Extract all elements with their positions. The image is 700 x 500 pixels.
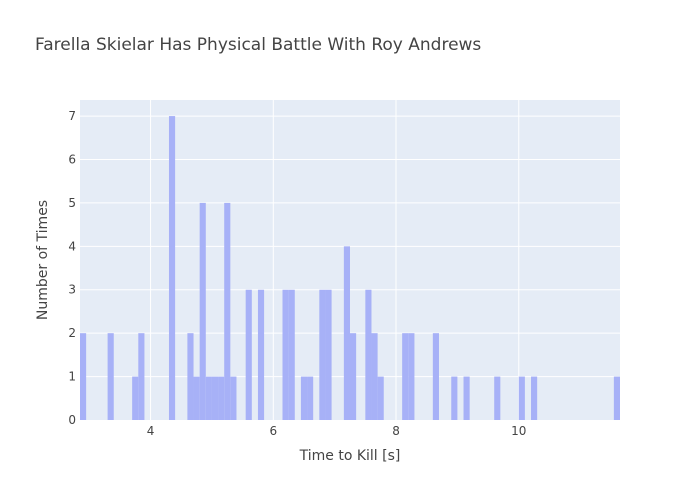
histogram-bar bbox=[371, 333, 378, 420]
histogram-bar bbox=[257, 289, 265, 420]
x-tick-labels: 4 6 8 10 bbox=[147, 424, 527, 438]
histogram-bar bbox=[138, 333, 145, 420]
y-tick-label: 5 bbox=[68, 196, 76, 210]
y-tick-label: 2 bbox=[68, 326, 76, 340]
x-tick-label: 6 bbox=[269, 424, 277, 438]
histogram-bar bbox=[187, 333, 194, 420]
histogram-bar bbox=[307, 376, 314, 420]
histogram-bar bbox=[408, 333, 415, 420]
histogram-bar bbox=[199, 202, 206, 420]
histogram-bar bbox=[613, 376, 620, 420]
x-axis-title: Time to Kill [s] bbox=[299, 448, 401, 464]
histogram-bar bbox=[494, 376, 501, 420]
histogram-bar bbox=[451, 376, 458, 420]
histogram-bar bbox=[300, 376, 308, 420]
histogram-bar bbox=[402, 333, 409, 420]
histogram-bar bbox=[245, 289, 252, 420]
histogram-bar bbox=[365, 289, 372, 420]
y-tick-labels: 0 1 2 3 4 5 6 7 bbox=[68, 109, 76, 427]
histogram-bar bbox=[168, 116, 176, 421]
chart-title: Farella Skielar Has Physical Battle With… bbox=[35, 35, 481, 55]
histogram-bar bbox=[205, 376, 212, 420]
y-tick-label: 7 bbox=[68, 109, 76, 123]
histogram-bar bbox=[531, 376, 538, 420]
histogram-bar bbox=[518, 376, 525, 420]
histogram-bar bbox=[80, 333, 87, 420]
histogram-bar bbox=[107, 333, 114, 420]
histogram-bar bbox=[230, 376, 237, 420]
y-axis-title: Number of Times bbox=[35, 200, 51, 320]
y-tick-label: 1 bbox=[68, 370, 76, 384]
histogram-bar bbox=[350, 333, 357, 420]
y-tick-label: 4 bbox=[68, 239, 76, 253]
x-tick-label: 8 bbox=[392, 424, 400, 438]
histogram-bar bbox=[432, 333, 439, 420]
histogram-bar bbox=[218, 376, 225, 420]
histogram-bar bbox=[343, 246, 350, 420]
y-tick-label: 6 bbox=[68, 152, 76, 166]
histogram-bar bbox=[193, 376, 200, 420]
x-tick-label: 4 bbox=[147, 424, 155, 438]
y-tick-label: 3 bbox=[68, 283, 76, 297]
y-tick-label: 0 bbox=[68, 413, 76, 427]
bars bbox=[80, 116, 620, 421]
x-tick-label: 10 bbox=[511, 424, 526, 438]
histogram-bar bbox=[224, 202, 231, 420]
histogram-bar bbox=[211, 376, 219, 420]
histogram-bar bbox=[325, 289, 332, 420]
histogram-bar bbox=[319, 289, 326, 420]
histogram-bar bbox=[282, 289, 289, 420]
histogram-bar bbox=[463, 376, 470, 420]
histogram-bar bbox=[288, 289, 295, 420]
histogram-bar bbox=[377, 376, 384, 420]
histogram-bar bbox=[132, 376, 139, 420]
